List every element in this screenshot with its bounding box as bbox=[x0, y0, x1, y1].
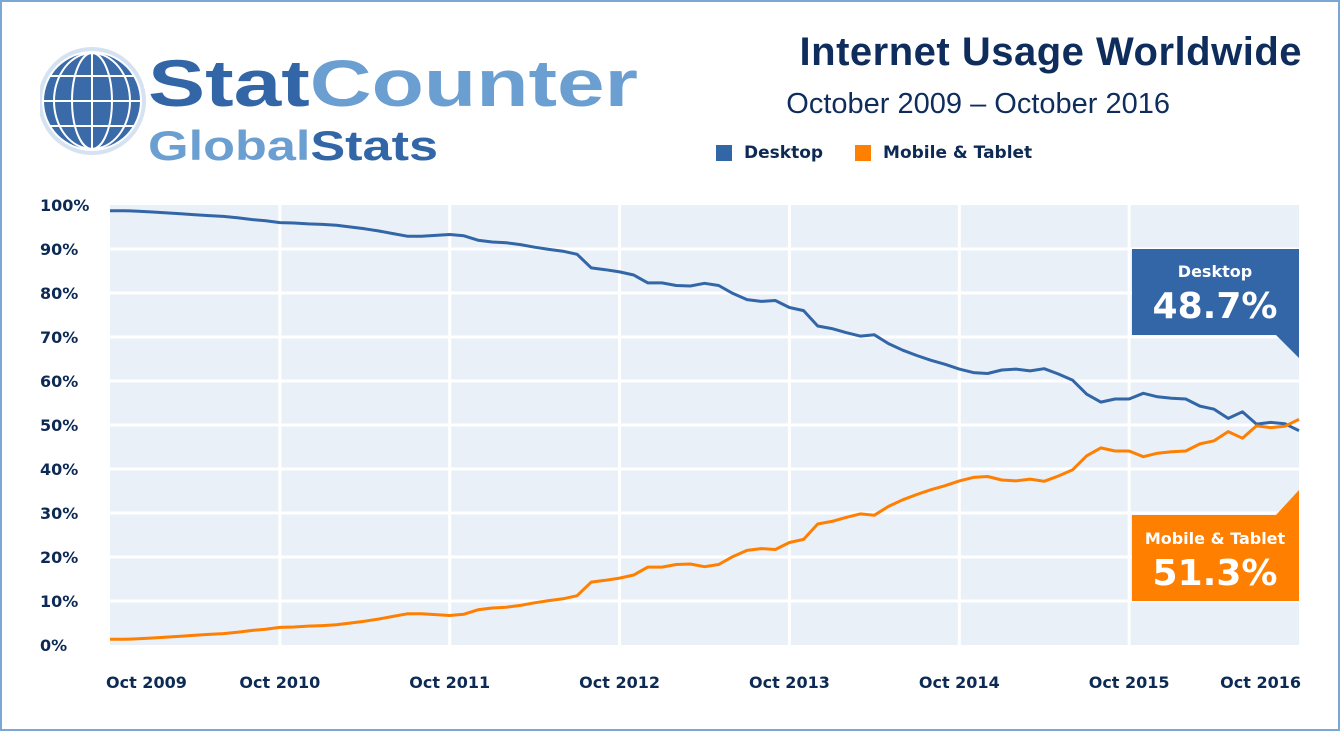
x-tick-label: Oct 2011 bbox=[409, 673, 490, 692]
y-tick-label: 20% bbox=[40, 548, 78, 567]
legend-item-desktop[interactable]: Desktop bbox=[716, 143, 823, 163]
statcounter-logo: Stat Counter Global Stats bbox=[40, 44, 641, 167]
x-tick-label: Oct 2015 bbox=[1089, 673, 1170, 692]
x-tick-label: Oct 2010 bbox=[239, 673, 320, 692]
y-tick-label: 70% bbox=[40, 328, 78, 347]
mobile-callout-value: 51.3% bbox=[1153, 553, 1278, 594]
series-line-desktop bbox=[110, 209, 1300, 433]
legend-swatch-desktop bbox=[716, 145, 732, 161]
y-tick-label: 100% bbox=[40, 196, 89, 215]
x-tick-label: Oct 2012 bbox=[579, 673, 660, 692]
legend-label: Mobile & Tablet bbox=[883, 143, 1033, 163]
y-tick-label: 40% bbox=[40, 460, 78, 479]
y-tick-label: 60% bbox=[40, 372, 78, 391]
mobile-callout-box bbox=[1132, 490, 1299, 601]
series-lines bbox=[110, 209, 1300, 641]
chart-title: Internet Usage Worldwide bbox=[799, 30, 1302, 74]
x-tick-label: Oct 2013 bbox=[749, 673, 830, 692]
x-axis: Oct 2009 Oct 2010 Oct 2011 Oct 2012 Oct 2013… bbox=[106, 673, 1301, 692]
x-tick-label: Oct 2016 bbox=[1220, 673, 1301, 692]
desktop-callout: Desktop 48.7% bbox=[1132, 249, 1299, 358]
desktop-callout-box bbox=[1132, 249, 1299, 358]
y-tick-label: 30% bbox=[40, 504, 78, 523]
chart-subtitle: October 2009 – October 2016 bbox=[786, 88, 1170, 120]
y-tick-label: 0% bbox=[40, 636, 67, 655]
y-tick-label: 90% bbox=[40, 240, 78, 259]
y-axis: 0% 10% 20% 30% 40% 50% 60% 70% 80% 90% 100% bbox=[40, 196, 89, 655]
mobile-callout-label: Mobile & Tablet bbox=[1145, 529, 1286, 548]
logo-wordmark: Stat Counter Global Stats bbox=[146, 44, 641, 167]
y-tick-label: 10% bbox=[40, 592, 78, 611]
series-line-mobile bbox=[110, 417, 1300, 641]
globe-icon bbox=[40, 47, 146, 155]
legend-label: Desktop bbox=[744, 143, 824, 163]
x-tick-label: Oct 2009 bbox=[106, 673, 187, 692]
y-tick-label: 50% bbox=[40, 416, 78, 435]
mobile-callout: Mobile & Tablet 51.3% bbox=[1132, 490, 1299, 601]
legend: Desktop Mobile & Tablet bbox=[716, 143, 1032, 163]
y-tick-label: 80% bbox=[40, 284, 78, 303]
legend-swatch-mobile bbox=[855, 145, 872, 161]
x-tick-label: Oct 2014 bbox=[919, 673, 1000, 692]
desktop-callout-label: Desktop bbox=[1178, 262, 1252, 281]
gridlines bbox=[110, 205, 1299, 645]
desktop-callout-value: 48.7% bbox=[1153, 286, 1278, 327]
legend-item-mobile[interactable]: Mobile & Tablet bbox=[855, 143, 1032, 163]
